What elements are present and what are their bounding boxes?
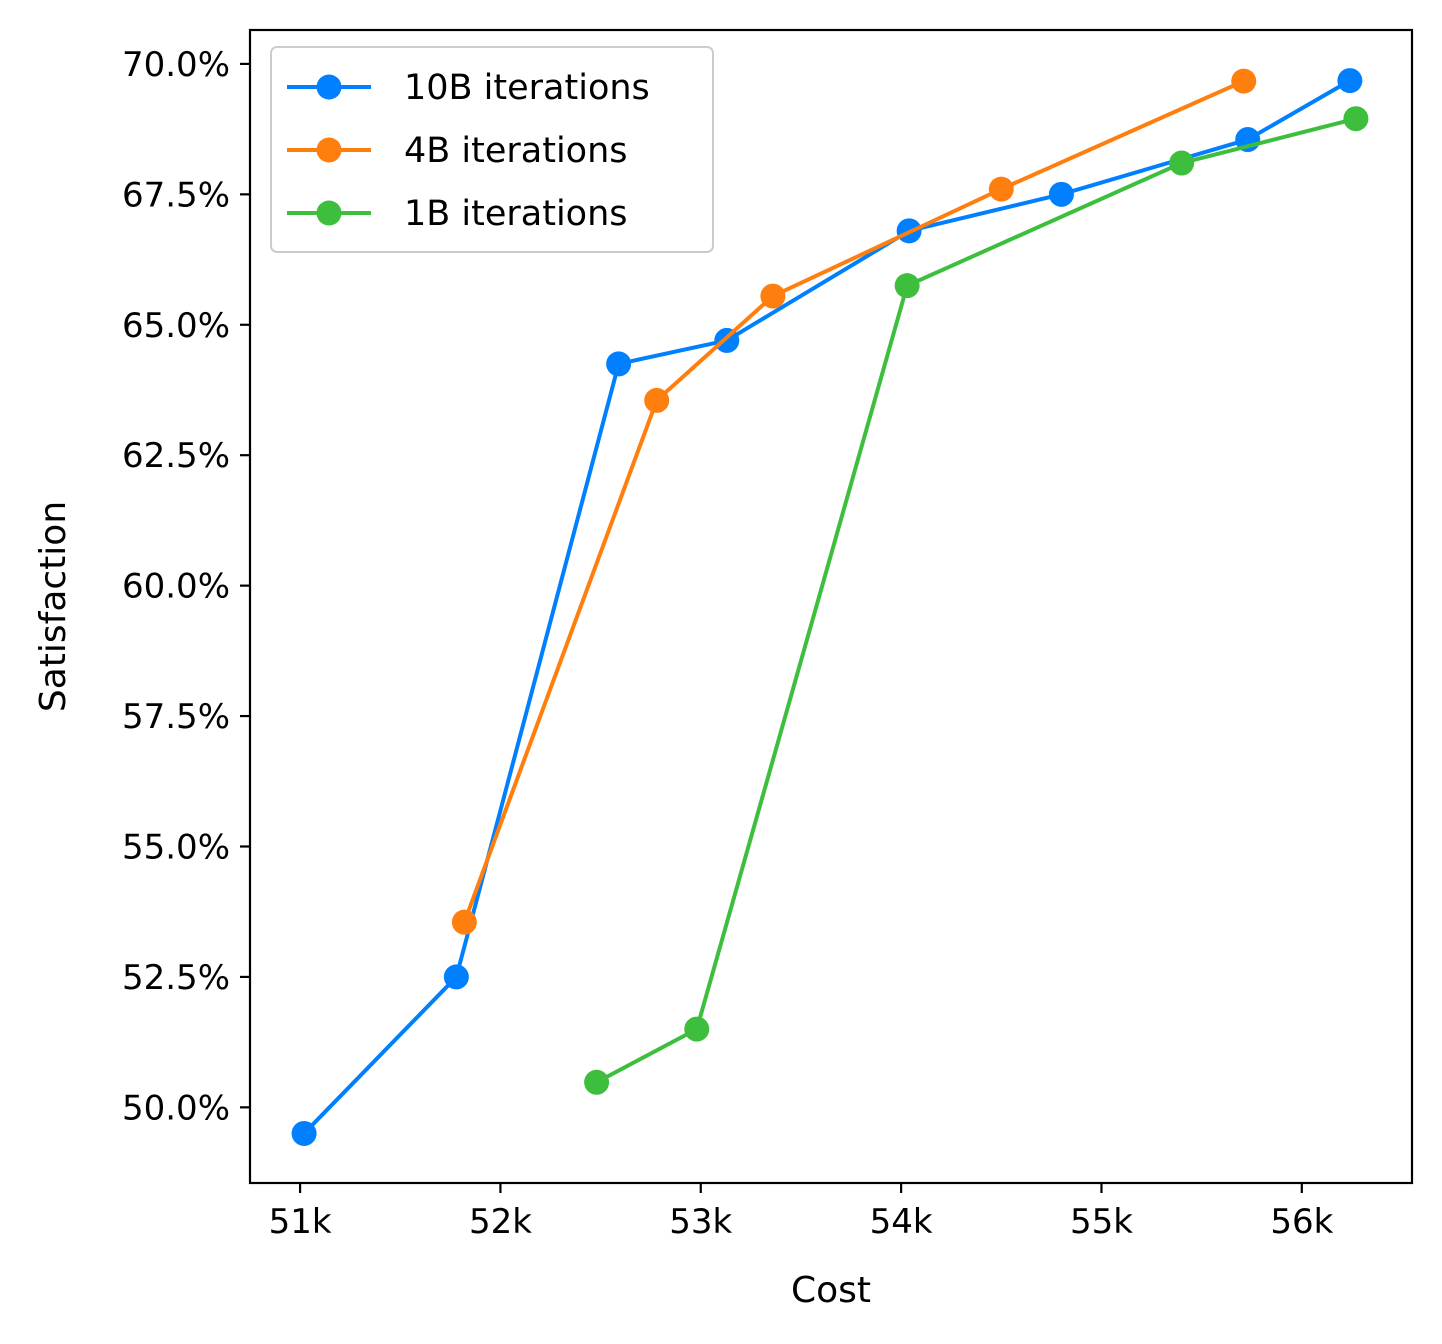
x-axis-label: Cost: [791, 1270, 871, 1311]
data-point-1b-iterations: [684, 1016, 710, 1042]
y-tick-label: 67.5%: [122, 175, 230, 215]
series-group: [291, 68, 1369, 1146]
y-tick-label: 55.0%: [122, 827, 230, 867]
x-tick-label: 51k: [269, 1202, 332, 1242]
legend-marker: [316, 74, 342, 100]
y-tick-label: 65.0%: [122, 306, 230, 346]
data-point-10b-iterations: [443, 964, 469, 990]
axes: 51k 52k 53k 54k 55k 56k 50.0% 52.5% 55.0% 57.5% 60…: [33, 28, 1414, 1311]
x-tick-label: 56k: [1270, 1202, 1333, 1242]
data-point-1b-iterations: [1343, 106, 1369, 132]
legend-label: 1B iterations: [404, 194, 628, 234]
data-point-4b-iterations: [988, 176, 1014, 202]
y-axis-label: Satisfaction: [33, 501, 74, 712]
y-tick-label: 62.5%: [122, 436, 230, 476]
data-point-10b-iterations: [1048, 181, 1074, 207]
legend-label: 10B iterations: [404, 68, 650, 108]
legend-label: 4B iterations: [404, 131, 628, 171]
x-tick-label: 52k: [469, 1202, 532, 1242]
legend-box: [270, 46, 714, 253]
data-point-4b-iterations: [644, 387, 670, 413]
legend-marker: [316, 200, 342, 226]
x-tick-label: 54k: [870, 1202, 933, 1242]
x-tick-label: 55k: [1070, 1202, 1133, 1242]
legend: 10B iterations 4B iterations 1B iterations: [270, 46, 714, 253]
x-tick-label: 53k: [669, 1202, 732, 1242]
y-tick-label: 57.5%: [122, 697, 230, 737]
data-point-1b-iterations: [1169, 150, 1195, 176]
y-tick-label: 52.5%: [122, 958, 230, 998]
data-point-4b-iterations: [760, 283, 786, 309]
data-point-10b-iterations: [606, 351, 632, 377]
data-point-4b-iterations: [451, 909, 477, 935]
data-point-4b-iterations: [1231, 68, 1257, 94]
y-tick-label: 70.0%: [122, 45, 230, 85]
legend-marker: [316, 137, 342, 163]
plot-frame: [248, 28, 1414, 1185]
data-point-10b-iterations: [291, 1120, 317, 1146]
data-point-1b-iterations: [584, 1069, 610, 1095]
data-point-10b-iterations: [1337, 68, 1363, 94]
y-tick-label: 60.0%: [122, 567, 230, 607]
data-point-1b-iterations: [894, 273, 920, 299]
y-tick-label: 50.0%: [122, 1088, 230, 1128]
